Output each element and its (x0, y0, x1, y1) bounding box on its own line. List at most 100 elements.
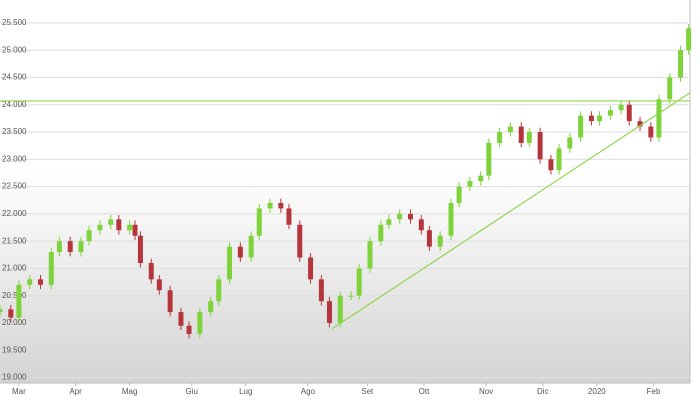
y-tick-label: 24.500 (2, 73, 27, 82)
candle-body (16, 284, 22, 318)
candle-body (448, 202, 454, 236)
y-tick-label: 23.500 (2, 127, 27, 136)
candle-body (356, 268, 362, 296)
candle-body (397, 213, 403, 220)
candle-body (367, 241, 373, 269)
candle-body (456, 186, 462, 203)
candle-body (208, 301, 214, 313)
candle-body (8, 309, 14, 318)
candle-body (78, 241, 84, 253)
candle-body (526, 132, 532, 143)
candle-body (267, 202, 273, 209)
x-tick-label: Ago (301, 387, 316, 396)
candle-body (86, 230, 92, 242)
candle-body (178, 312, 184, 326)
candle-body (27, 279, 33, 285)
candle-body (248, 235, 254, 258)
x-tick-label: Lug (239, 387, 252, 396)
x-tick-label: Mar (12, 387, 26, 396)
candle-body (97, 224, 103, 231)
candle-body (137, 235, 143, 263)
y-tick-label: 20.500 (2, 291, 27, 300)
candle-body (67, 241, 73, 253)
y-tick-label: 23.000 (2, 154, 27, 163)
candle-body (156, 279, 162, 291)
candle-body (478, 175, 484, 182)
candle-body (686, 28, 692, 51)
candle-body (578, 115, 584, 138)
candle-body (386, 219, 392, 225)
candle-body (0, 309, 3, 313)
y-tick-label: 19.500 (2, 345, 27, 354)
candle-body (486, 142, 492, 176)
candle-body (656, 99, 662, 138)
x-tick-label: Giu (186, 387, 198, 396)
candle-body (48, 252, 54, 285)
x-tick-label: Mag (122, 387, 138, 396)
candle-body (237, 246, 243, 258)
candle-body (667, 77, 673, 100)
candle-body (618, 104, 624, 111)
x-tick-label: Ott (419, 387, 430, 396)
candle-body (286, 208, 292, 225)
candle-body (378, 224, 384, 242)
candle-body (186, 325, 192, 334)
candle-body (548, 159, 554, 171)
y-tick-label: 21.500 (2, 236, 27, 245)
y-tick-label: 25.000 (2, 45, 27, 54)
candle-body (348, 295, 354, 297)
candle-body (278, 202, 284, 209)
candle-body (648, 126, 654, 138)
x-tick-label: Feb (647, 387, 661, 396)
candle-body (308, 257, 314, 280)
candle-body (318, 279, 324, 302)
candle-body (556, 148, 562, 171)
candle-body (637, 121, 643, 127)
x-tick-label: Apr (69, 387, 82, 396)
candle-body (467, 181, 473, 187)
x-tick-label: Set (361, 387, 374, 396)
candle-body (56, 241, 62, 253)
candle-body (326, 301, 332, 323)
plot-background (0, 0, 690, 383)
candle-body (537, 132, 543, 160)
candle-body (426, 230, 432, 247)
candle-body (297, 224, 303, 258)
candle-body (588, 115, 594, 122)
y-tick-label: 25.500 (2, 18, 27, 27)
candle-body (197, 312, 203, 334)
candle-body (497, 132, 503, 143)
candle-body (607, 110, 613, 116)
candle-body (38, 279, 44, 285)
candle-body (127, 224, 133, 231)
candle-body (108, 219, 114, 225)
y-tick-label: 22.000 (2, 209, 27, 218)
candle-body (148, 262, 154, 280)
candle-body (626, 104, 632, 122)
candle-body (216, 279, 222, 302)
x-tick-label: Dic (537, 387, 549, 396)
x-tick-label: Nov (479, 387, 493, 396)
trendline (331, 92, 691, 330)
candle-body (567, 137, 573, 149)
candle-body (256, 208, 262, 236)
y-tick-label: 24.000 (2, 100, 27, 109)
candle-body (678, 50, 684, 78)
candle-body (418, 219, 424, 231)
candle-body (507, 126, 513, 133)
candle-body (337, 295, 343, 323)
candle-body (227, 246, 233, 280)
candle-body (167, 290, 173, 313)
y-tick-label: 19.000 (2, 373, 27, 382)
candle-body (518, 126, 524, 143)
y-tick-label: 22.500 (2, 182, 27, 191)
x-tick-label: 2020 (588, 387, 606, 396)
y-tick-label: 20.000 (2, 318, 27, 327)
candle-body (132, 224, 138, 236)
candle-body (437, 235, 443, 247)
y-tick-label: 21.000 (2, 264, 27, 273)
candle-body (597, 115, 603, 122)
candle-body (116, 219, 122, 231)
